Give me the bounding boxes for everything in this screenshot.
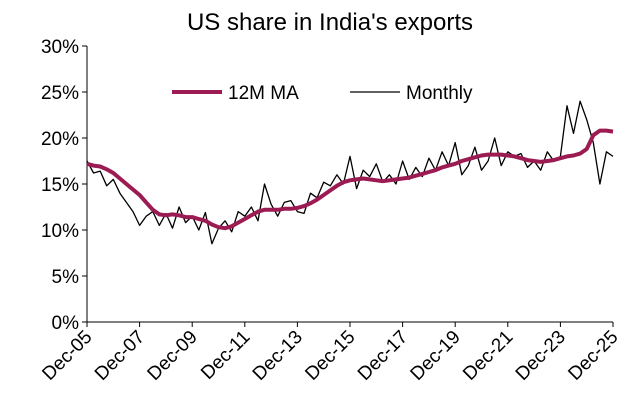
x-tick-label: Dec-25 — [564, 327, 622, 385]
x-tick-label: Dec-13 — [249, 327, 307, 385]
series-line — [86, 100, 614, 245]
y-tick-label: 15% — [41, 175, 79, 196]
x-tick-label: Dec-09 — [144, 327, 202, 385]
x-tick-label: Dec-17 — [354, 327, 412, 385]
x-tick-label: Dec-15 — [301, 327, 359, 385]
x-tick-label: Dec-07 — [91, 327, 149, 385]
chart-title: US share in India's exports — [187, 9, 473, 36]
x-tick-label: Dec-19 — [407, 327, 465, 385]
legend-label: 12M MA — [228, 83, 299, 104]
y-tick-label: 10% — [41, 221, 79, 242]
legend-label: Monthly — [406, 83, 473, 104]
y-tick-label: 30% — [41, 37, 79, 58]
x-tick-label: Dec-21 — [459, 327, 517, 385]
series-line — [86, 128, 614, 231]
x-tick-label: Dec-23 — [512, 327, 570, 385]
x-tick-label: Dec-05 — [38, 327, 96, 385]
y-tick-label: 20% — [41, 129, 79, 150]
x-tick-label: Dec-11 — [197, 327, 254, 384]
y-tick-label: 25% — [41, 83, 79, 104]
y-tick-label: 0% — [52, 313, 80, 334]
y-tick-label: 5% — [52, 267, 80, 288]
